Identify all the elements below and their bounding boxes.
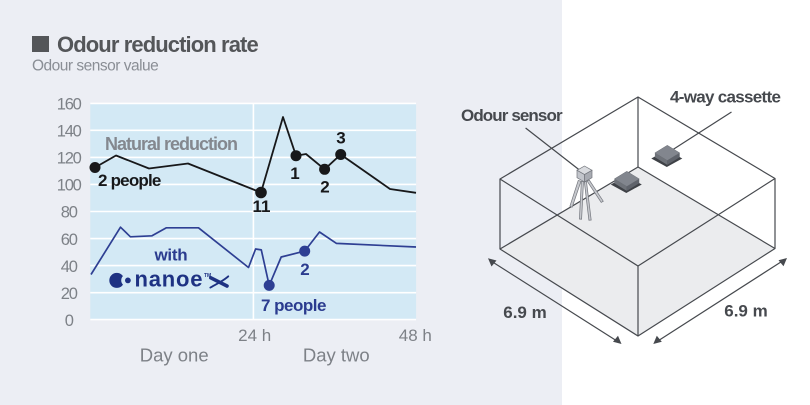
svg-text:3: 3 bbox=[336, 129, 345, 148]
svg-text:140: 140 bbox=[57, 123, 82, 141]
svg-text:20: 20 bbox=[61, 285, 78, 303]
svg-text:Odour sensor: Odour sensor bbox=[461, 106, 563, 125]
svg-text:TM: TM bbox=[204, 273, 211, 279]
svg-text:11: 11 bbox=[253, 197, 271, 216]
svg-text:80: 80 bbox=[61, 204, 78, 222]
svg-text:100: 100 bbox=[57, 177, 82, 195]
svg-text:40: 40 bbox=[61, 258, 78, 276]
svg-text:nanoe: nanoe bbox=[135, 267, 204, 292]
svg-text:60: 60 bbox=[61, 231, 78, 249]
svg-text:Day one: Day one bbox=[140, 345, 209, 366]
svg-text:120: 120 bbox=[57, 150, 82, 168]
svg-text:6.9 m: 6.9 m bbox=[724, 302, 767, 321]
svg-text:Natural reduction: Natural reduction bbox=[105, 134, 237, 154]
svg-text:0: 0 bbox=[65, 312, 74, 330]
svg-text:2 people: 2 people bbox=[98, 171, 161, 190]
svg-text:24 h: 24 h bbox=[238, 326, 271, 345]
svg-text:6.9 m: 6.9 m bbox=[503, 303, 546, 322]
svg-text:with: with bbox=[154, 246, 188, 265]
svg-text:2: 2 bbox=[300, 260, 309, 279]
svg-text:Odour sensor value: Odour sensor value bbox=[32, 58, 158, 75]
svg-text:2: 2 bbox=[320, 178, 329, 197]
svg-text:Day two: Day two bbox=[303, 345, 370, 366]
svg-text:7 people: 7 people bbox=[261, 296, 326, 315]
svg-text:1: 1 bbox=[290, 164, 299, 183]
svg-text:Odour reduction rate: Odour reduction rate bbox=[57, 32, 258, 57]
svg-text:4-way cassette: 4-way cassette bbox=[670, 88, 780, 107]
svg-text:160: 160 bbox=[57, 96, 82, 114]
svg-text:48 h: 48 h bbox=[399, 326, 432, 345]
